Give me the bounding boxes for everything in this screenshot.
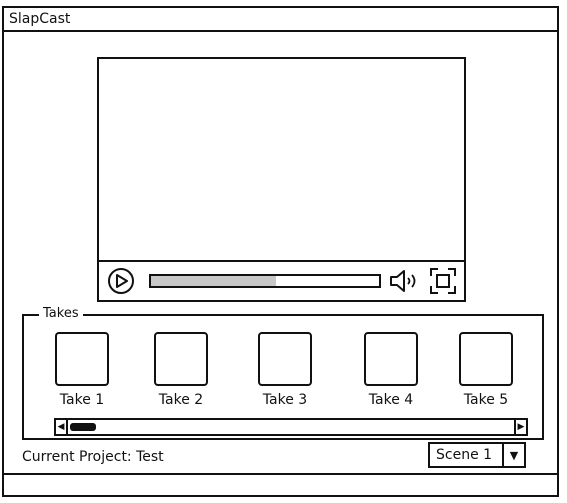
- app-window: SlapCast Takes: [2, 6, 559, 497]
- take-thumbnail[interactable]: [154, 332, 208, 386]
- takes-group: Takes Take 1 Take 2 Take 3 Take 4 Take 5…: [22, 306, 544, 440]
- status-bar: [4, 473, 557, 495]
- take-item[interactable]: Take 5: [454, 332, 518, 408]
- take-thumbnail[interactable]: [55, 332, 109, 386]
- scene-select-value: Scene 1: [436, 447, 493, 463]
- take-item[interactable]: Take 4: [359, 332, 423, 408]
- take-item[interactable]: Take 3: [253, 332, 317, 408]
- take-label: Take 5: [463, 392, 509, 408]
- scroll-left-icon[interactable]: ◀: [56, 420, 68, 434]
- play-icon[interactable]: [107, 267, 135, 295]
- volume-icon[interactable]: [389, 268, 421, 294]
- window-title: SlapCast: [9, 11, 71, 27]
- progress-bar[interactable]: [149, 274, 381, 288]
- progress-fill: [151, 276, 277, 286]
- player-controls: [99, 260, 464, 300]
- title-bar: SlapCast: [4, 8, 557, 32]
- take-label: Take 3: [262, 392, 308, 408]
- scroll-thumb[interactable]: [70, 423, 96, 431]
- chevron-down-icon[interactable]: ▼: [502, 444, 524, 466]
- take-label: Take 1: [59, 392, 105, 408]
- scroll-right-icon[interactable]: ▶: [514, 420, 526, 434]
- take-item[interactable]: Take 2: [149, 332, 213, 408]
- take-thumbnail[interactable]: [258, 332, 312, 386]
- take-item[interactable]: Take 1: [50, 332, 114, 408]
- takes-scrollbar[interactable]: ◀ ▶: [54, 418, 528, 436]
- video-player[interactable]: [97, 57, 466, 302]
- take-label: Take 4: [368, 392, 414, 408]
- take-thumbnail[interactable]: [459, 332, 513, 386]
- take-label: Take 2: [158, 392, 204, 408]
- fullscreen-icon[interactable]: [429, 267, 457, 295]
- scene-select[interactable]: Scene 1 ▼: [428, 442, 526, 468]
- takes-legend: Takes: [39, 306, 83, 321]
- current-project-label: Current Project: Test: [22, 449, 164, 465]
- take-thumbnail[interactable]: [364, 332, 418, 386]
